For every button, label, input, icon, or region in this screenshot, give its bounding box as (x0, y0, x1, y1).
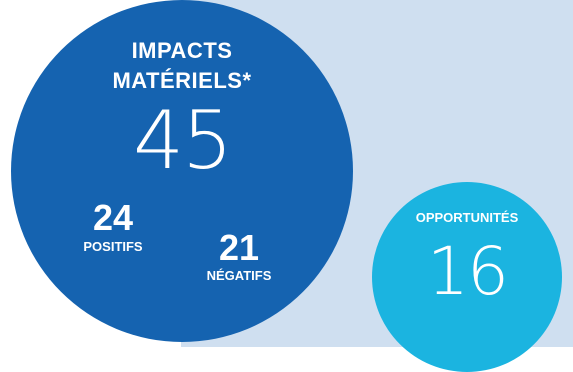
opportunities-title: OPPORTUNITÉS (415, 210, 519, 225)
impacts-circle (11, 0, 353, 342)
negative-count: 21 (218, 227, 260, 268)
impacts-total: 45 (133, 94, 233, 187)
impacts-title: IMPACTS MATÉRIELS* (11, 36, 353, 96)
negative-label: NÉGATIFS (206, 268, 272, 283)
opportunities-total: 16 (427, 233, 509, 310)
opportunities-circle (372, 182, 562, 372)
positive-count: 24 (92, 197, 134, 238)
positive-label: POSITIFS (83, 239, 143, 254)
impacts-title-line1: IMPACTS (131, 38, 233, 63)
impacts-title-line2: MATÉRIELS* (112, 68, 252, 93)
